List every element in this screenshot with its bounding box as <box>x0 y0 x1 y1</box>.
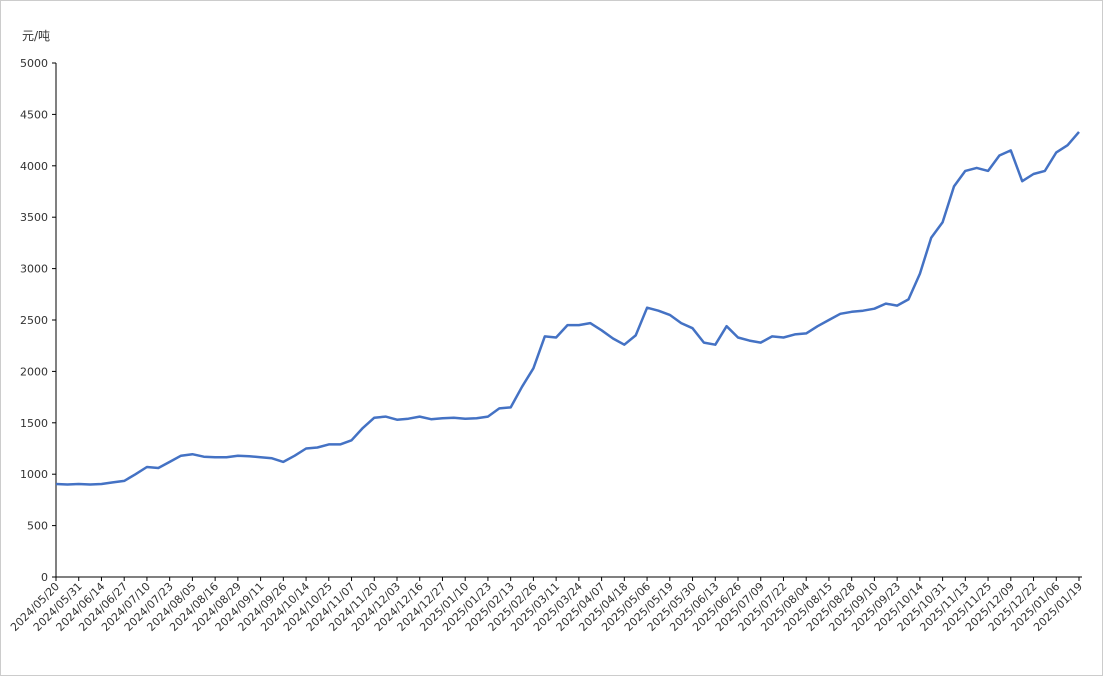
line <box>55 131 1080 486</box>
y-tick-label: 1500 <box>20 417 48 430</box>
y-tick-label: 4500 <box>20 108 48 121</box>
y-tick-label: 4000 <box>20 160 48 173</box>
y-tick-label: 3500 <box>20 211 48 224</box>
y-axis-unit: 元/吨 <box>22 29 50 43</box>
y-tick-label: 2000 <box>20 365 48 378</box>
y-tick-label: 1000 <box>20 468 48 481</box>
y-tick-label: 500 <box>27 520 48 533</box>
y-tick-label: 3000 <box>20 263 48 276</box>
y-tick-label: 5000 <box>20 57 48 70</box>
y-tick-label: 2500 <box>20 314 48 327</box>
y-tick-label: 0 <box>41 571 48 584</box>
